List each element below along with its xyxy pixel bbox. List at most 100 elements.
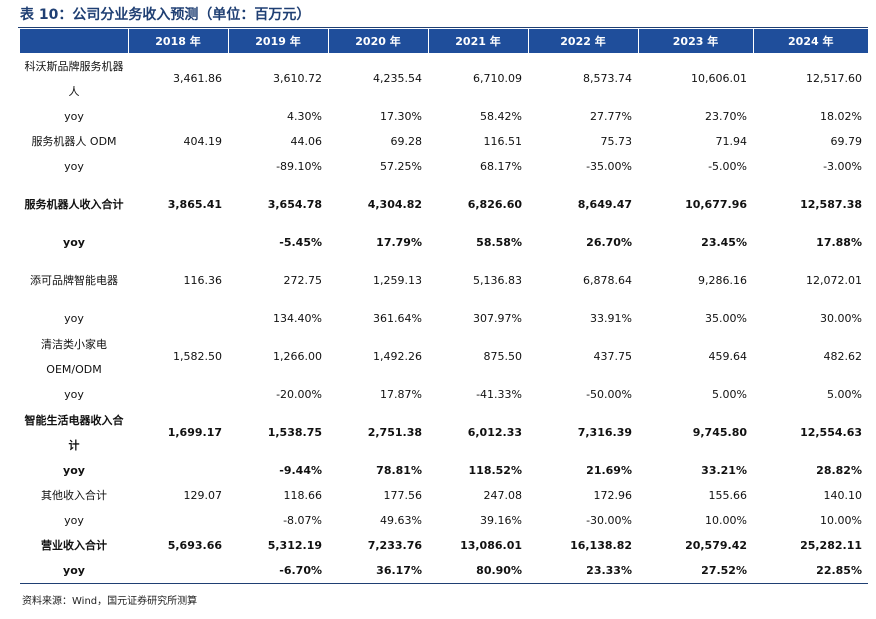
header-cell-2023: 2023 年	[637, 29, 753, 53]
table-row: 服务机器人收入合计 3,865.41 3,654.78 4,304.82 6,8…	[20, 179, 868, 230]
table-cell: 13,086.01	[460, 539, 522, 552]
table-cell: 129.07	[183, 489, 223, 502]
table-cell: 482.62	[823, 350, 863, 363]
table-cell: 49.63%	[380, 514, 422, 527]
row-label: 清洁类小家电 OEM/ODM	[41, 337, 107, 376]
table-row: yoy -6.70% 36.17% 80.90% 23.33% 27.52% 2…	[20, 558, 868, 584]
table-cell: 134.40%	[273, 312, 322, 325]
table-row: 其他收入合计 129.07 118.66 177.56 247.08 172.9…	[20, 483, 868, 508]
row-label: yoy	[64, 514, 84, 527]
row-label: yoy	[20, 558, 128, 584]
table-cell: 10,677.96	[685, 198, 747, 211]
row-label: yoy	[64, 388, 84, 401]
table-cell: 27.52%	[638, 558, 753, 584]
table-title: 表 10：公司分业务收入预测（单位：百万元）	[20, 7, 311, 23]
table-cell: 30.00%	[820, 312, 862, 325]
table-cell: 9,745.80	[692, 426, 747, 439]
row-label: yoy	[64, 312, 84, 325]
table-cell	[128, 382, 228, 407]
table-cell: 5,312.19	[267, 539, 322, 552]
table-cell: 1,266.00	[273, 350, 322, 363]
table-cell: 23.70%	[705, 110, 747, 123]
table-cell: 5.00%	[827, 388, 862, 401]
table-cell: 25,282.11	[800, 539, 862, 552]
header-cell-2019: 2019 年	[227, 29, 328, 53]
table-cell: 5,693.66	[167, 539, 222, 552]
table-cell: 68.17%	[480, 160, 522, 173]
table-cell: 17.30%	[380, 110, 422, 123]
table-cell	[128, 154, 228, 179]
header-cell-2018: 2018 年	[127, 29, 228, 53]
table-cell: 3,865.41	[167, 198, 222, 211]
table-cell: 10,606.01	[691, 72, 747, 85]
table-cell: 17.88%	[816, 236, 862, 249]
table-cell: 5,136.83	[473, 274, 522, 287]
table-cell	[128, 306, 228, 331]
table-cell: 6,826.60	[467, 198, 522, 211]
table-cell: 140.10	[823, 489, 863, 502]
table-cell: 10.00%	[705, 514, 747, 527]
table-cell: 177.56	[383, 489, 423, 502]
table-cell: 69.79	[830, 135, 863, 148]
table-cell: 3,610.72	[273, 72, 322, 85]
table-cell	[128, 230, 228, 255]
table-cell: -5.45%	[279, 236, 322, 249]
table-cell: 4.30%	[287, 110, 322, 123]
table-cell: -5.00%	[708, 160, 747, 173]
table-cell: 21.69%	[586, 464, 632, 477]
table-cell	[128, 508, 228, 533]
table-cell: 58.58%	[476, 236, 522, 249]
table-cell: 9,286.16	[698, 274, 747, 287]
table-cell: 23.33%	[528, 558, 638, 584]
table-row: yoy -20.00% 17.87% -41.33% -50.00% 5.00%…	[20, 382, 868, 407]
table-row: 科沃斯品牌服务机器人 3,461.86 3,610.72 4,235.54 6,…	[20, 53, 868, 104]
table-cell: -30.00%	[586, 514, 632, 527]
table-cell: 69.28	[390, 135, 423, 148]
table-row: yoy 134.40% 361.64% 307.97% 33.91% 35.00…	[20, 306, 868, 331]
table-cell: 1,492.26	[373, 350, 422, 363]
table-cell: 116.36	[183, 274, 223, 287]
row-label: 科沃斯品牌服务机器人	[24, 59, 124, 98]
table-cell: 44.06	[290, 135, 323, 148]
header-cell-2024: 2024 年	[752, 29, 868, 53]
table-row: yoy -89.10% 57.25% 68.17% -35.00% -5.00%…	[20, 154, 868, 179]
table-cell: 75.73	[600, 135, 633, 148]
table-cell: 57.25%	[380, 160, 422, 173]
table-cell: 28.82%	[816, 464, 862, 477]
table-cell: 71.94	[715, 135, 748, 148]
title-divider	[18, 27, 868, 28]
table-row: yoy -9.44% 78.81% 118.52% 21.69% 33.21% …	[20, 458, 868, 483]
revenue-forecast-table: 2018 年 2019 年 2020 年 2021 年 2022 年 2023 …	[20, 29, 868, 584]
row-label: 营业收入合计	[41, 539, 107, 552]
table-cell: 33.91%	[590, 312, 632, 325]
table-cell: 7,233.76	[367, 539, 422, 552]
row-label: 其他收入合计	[41, 489, 107, 502]
table-cell: 6,012.33	[467, 426, 522, 439]
table-cell	[128, 558, 228, 584]
table-cell: 26.70%	[586, 236, 632, 249]
table-cell: 18.02%	[820, 110, 862, 123]
table-cell: 12,587.38	[800, 198, 862, 211]
table-cell: 361.64%	[373, 312, 422, 325]
table-cell: 247.08	[483, 489, 523, 502]
row-label: yoy	[63, 236, 85, 249]
table-cell: 4,304.82	[367, 198, 422, 211]
row-label: 服务机器人 ODM	[31, 135, 117, 148]
table-cell: 6,878.64	[583, 274, 632, 287]
header-cell-label	[20, 29, 128, 53]
table-cell: 17.87%	[380, 388, 422, 401]
table-cell: 3,461.86	[173, 72, 222, 85]
table-cell: -35.00%	[586, 160, 632, 173]
table-cell: 875.50	[483, 350, 523, 363]
table-cell: 6,710.09	[473, 72, 522, 85]
row-label: yoy	[64, 160, 84, 173]
table-cell: 459.64	[708, 350, 748, 363]
table-cell: 1,582.50	[173, 350, 222, 363]
header-row: 2018 年 2019 年 2020 年 2021 年 2022 年 2023 …	[20, 29, 868, 53]
table-cell: -20.00%	[276, 388, 322, 401]
table-cell: 5.00%	[712, 388, 747, 401]
table-cell: 17.79%	[376, 236, 422, 249]
table-cell: 22.85%	[753, 558, 868, 584]
source-note: 资料来源：Wind，国元证券研究所测算	[22, 596, 198, 607]
table-cell	[128, 458, 228, 483]
